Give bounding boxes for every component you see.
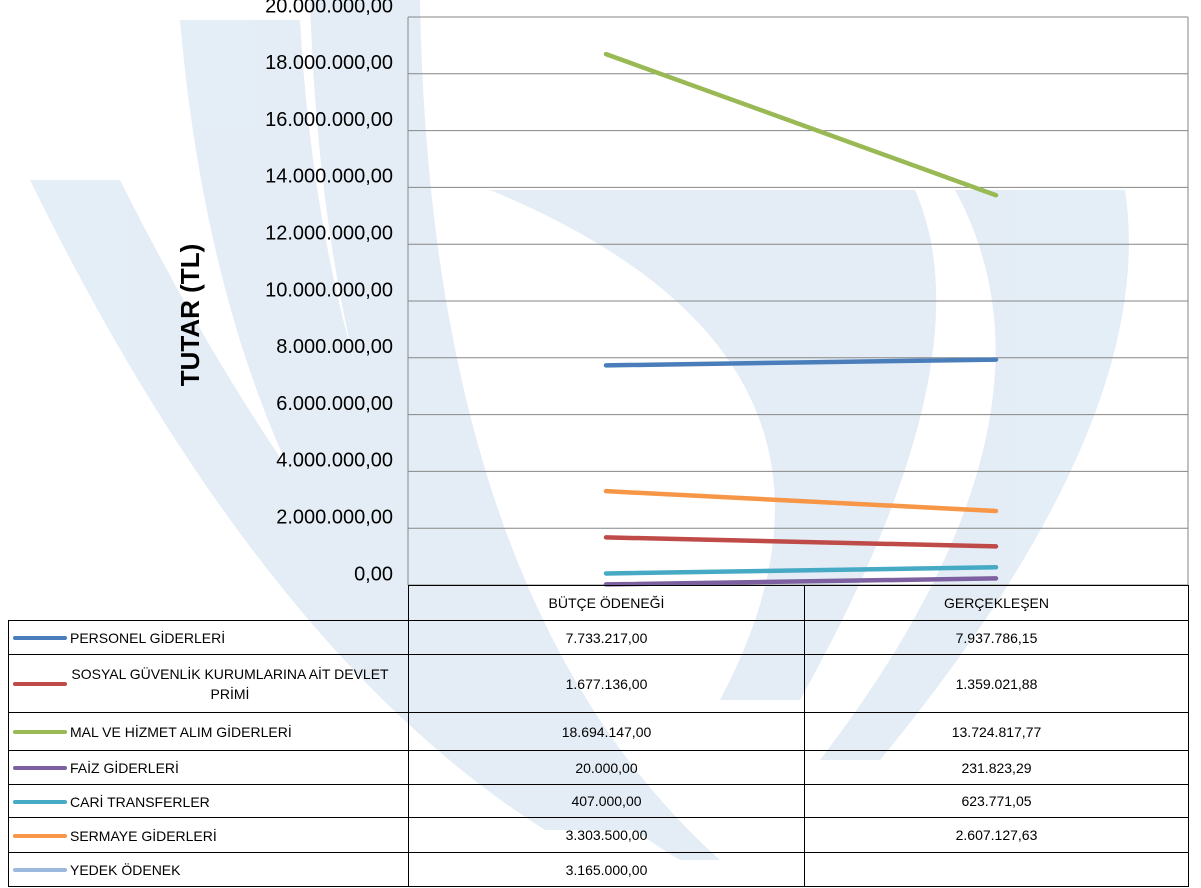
- legend-label: FAİZ GİDERLERİ: [70, 760, 179, 776]
- legend-swatch: [13, 834, 67, 838]
- legend-cell: SERMAYE GİDERLERİ: [9, 818, 409, 853]
- y-tick-label: 2.000.000,00: [276, 506, 393, 528]
- table-corner: [9, 586, 409, 621]
- y-axis-title: TUTAR (TL): [175, 244, 205, 386]
- legend-label: CARİ TRANSFERLER: [70, 794, 210, 810]
- legend-cell: YEDEK ÖDENEK: [9, 853, 409, 887]
- legend-entry: SOSYAL GÜVENLİK KURUMLARINA AİT DEVLET P…: [13, 664, 404, 704]
- value-cell: 407.000,00: [409, 785, 805, 818]
- legend-entry: FAİZ GİDERLERİ: [13, 759, 404, 776]
- legend-label: MAL VE HİZMET ALIM GİDERLERİ: [70, 724, 292, 740]
- value-cell: 623.771,05: [805, 785, 1189, 818]
- y-tick-label: 4.000.000,00: [276, 450, 393, 472]
- legend-swatch: [13, 682, 67, 686]
- legend-cell: SOSYAL GÜVENLİK KURUMLARINA AİT DEVLET P…: [9, 655, 409, 713]
- page: {"chart_data": {"type": "line", "y_axis_…: [0, 0, 1201, 888]
- legend-swatch: [13, 766, 67, 770]
- legend-cell: MAL VE HİZMET ALIM GİDERLERİ: [9, 713, 409, 751]
- legend-entry: PERSONEL GİDERLERİ: [13, 629, 404, 646]
- x-tick-label: GERÇEKLEŞEN: [805, 586, 1189, 621]
- y-tick-label: 18.000.000,00: [265, 52, 393, 74]
- series-line: [606, 54, 996, 195]
- legend-entry: YEDEK ÖDENEK: [13, 861, 404, 878]
- legend-entry: SERMAYE GİDERLERİ: [13, 826, 404, 843]
- y-tick-label: 6.000.000,00: [276, 393, 393, 415]
- legend-cell: PERSONEL GİDERLERİ: [9, 621, 409, 655]
- y-tick-label: 8.000.000,00: [276, 336, 393, 358]
- legend-label: PERSONEL GİDERLERİ: [70, 630, 225, 646]
- series-line: [606, 567, 996, 573]
- legend-swatch: [13, 730, 67, 734]
- table-row: YEDEK ÖDENEK 3.165.000,00: [9, 853, 1189, 887]
- value-cell: 3.165.000,00: [409, 853, 805, 887]
- y-tick-label: 0,00: [354, 563, 393, 585]
- x-tick-label: BÜTÇE ÖDENEĞİ: [409, 586, 805, 621]
- value-cell: 231.823,29: [805, 751, 1189, 785]
- legend-swatch: [13, 636, 67, 640]
- legend-cell: FAİZ GİDERLERİ: [9, 751, 409, 785]
- value-cell: 2.607.127,63: [805, 818, 1189, 853]
- value-cell: 1.359.021,88: [805, 655, 1189, 713]
- value-cell: 13.724.817,77: [805, 713, 1189, 751]
- legend-entry: MAL VE HİZMET ALIM GİDERLERİ: [13, 723, 404, 740]
- legend-cell: CARİ TRANSFERLER: [9, 785, 409, 818]
- table-row: SOSYAL GÜVENLİK KURUMLARINA AİT DEVLET P…: [9, 655, 1189, 713]
- table-row: MAL VE HİZMET ALIM GİDERLERİ 18.694.147,0…: [9, 713, 1189, 751]
- legend-label: YEDEK ÖDENEK: [70, 862, 180, 878]
- legend-entry: CARİ TRANSFERLER: [13, 792, 404, 809]
- value-cell: 3.303.500,00: [409, 818, 805, 853]
- y-tick-label: 20.000.000,00: [265, 0, 393, 17]
- value-cell: 7.937.786,15: [805, 621, 1189, 655]
- series-line: [606, 360, 996, 366]
- value-cell: 18.694.147,00: [409, 713, 805, 751]
- y-tick-label: 10.000.000,00: [265, 279, 393, 301]
- legend-label: SERMAYE GİDERLERİ: [70, 828, 217, 844]
- value-cell: 1.677.136,00: [409, 655, 805, 713]
- value-cell: [805, 853, 1189, 887]
- y-tick-label: 16.000.000,00: [265, 109, 393, 131]
- value-cell: 20.000,00: [409, 751, 805, 785]
- y-tick-label: 12.000.000,00: [265, 222, 393, 244]
- legend-swatch: [13, 800, 67, 804]
- y-tick-label: 14.000.000,00: [265, 166, 393, 188]
- legend-swatch: [13, 868, 67, 872]
- value-cell: 7.733.217,00: [409, 621, 805, 655]
- legend-label: SOSYAL GÜVENLİK KURUMLARINA AİT DEVLET P…: [70, 664, 390, 704]
